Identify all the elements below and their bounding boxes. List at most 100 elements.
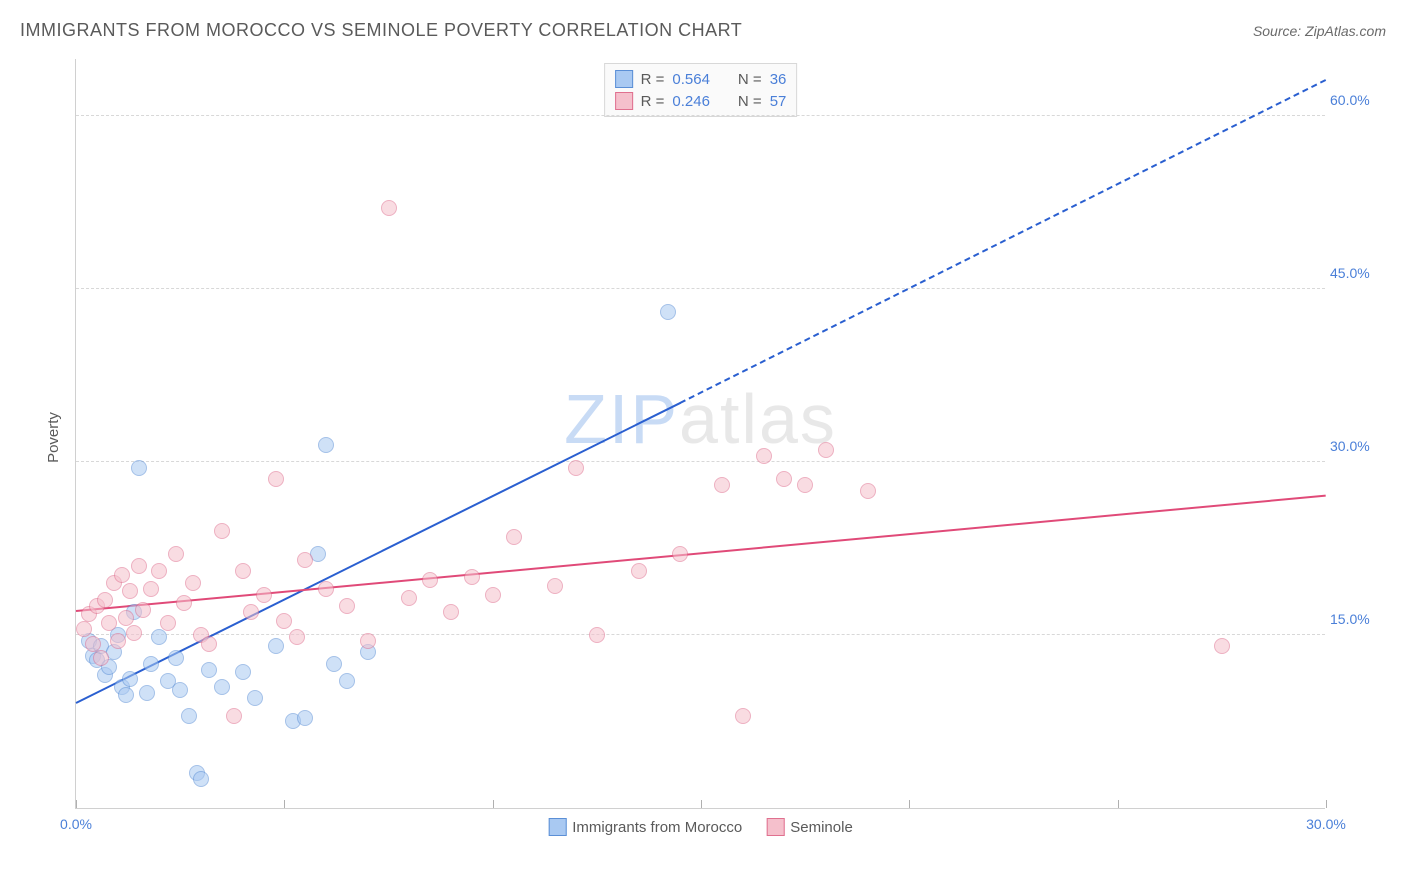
legend-item-morocco: Immigrants from Morocco (548, 818, 742, 836)
legend-row-seminole: R = 0.246 N = 57 (615, 90, 787, 112)
scatter-point (422, 572, 438, 588)
scatter-point (172, 682, 188, 698)
scatter-point (672, 546, 688, 562)
x-tick (493, 800, 494, 808)
scatter-point (318, 437, 334, 453)
scatter-point (168, 650, 184, 666)
swatch-morocco (615, 70, 633, 88)
scatter-point (276, 613, 292, 629)
x-tick (1118, 800, 1119, 808)
r-value: 0.564 (672, 71, 710, 88)
chart-title: IMMIGRANTS FROM MOROCCO VS SEMINOLE POVE… (20, 20, 742, 41)
scatter-point (326, 656, 342, 672)
scatter-point (568, 460, 584, 476)
scatter-point (131, 460, 147, 476)
scatter-point (143, 581, 159, 597)
scatter-point (126, 625, 142, 641)
scatter-point (101, 615, 117, 631)
r-label: R = (641, 93, 665, 110)
x-tick (909, 800, 910, 808)
scatter-point (268, 471, 284, 487)
trend-line (76, 402, 681, 704)
scatter-point (214, 523, 230, 539)
chart-container: Poverty ZIPatlas R = 0.564 N = 36 R = 0.… (20, 49, 1380, 849)
scatter-point (122, 583, 138, 599)
scatter-point (201, 636, 217, 652)
scatter-point (168, 546, 184, 562)
swatch-morocco (548, 818, 566, 836)
y-tick-label: 30.0% (1330, 438, 1380, 454)
n-value: 36 (770, 71, 787, 88)
scatter-point (110, 633, 126, 649)
scatter-point (547, 578, 563, 594)
scatter-point (118, 687, 134, 703)
scatter-point (506, 529, 522, 545)
scatter-point (268, 638, 284, 654)
series-label: Immigrants from Morocco (572, 819, 742, 836)
source-label: Source: ZipAtlas.com (1253, 23, 1386, 39)
scatter-point (818, 442, 834, 458)
scatter-point (776, 471, 792, 487)
legend-item-seminole: Seminole (766, 818, 853, 836)
scatter-point (401, 590, 417, 606)
scatter-point (714, 477, 730, 493)
scatter-point (114, 567, 130, 583)
legend-row-morocco: R = 0.564 N = 36 (615, 68, 787, 90)
scatter-point (339, 598, 355, 614)
scatter-point (76, 621, 92, 637)
grid-line-h (76, 634, 1325, 635)
legend-stats: R = 0.564 N = 36 R = 0.246 N = 57 (604, 63, 798, 117)
scatter-point (160, 615, 176, 631)
x-tick (1326, 800, 1327, 808)
scatter-point (464, 569, 480, 585)
scatter-point (339, 673, 355, 689)
scatter-point (860, 483, 876, 499)
scatter-point (143, 656, 159, 672)
scatter-point (797, 477, 813, 493)
scatter-point (176, 595, 192, 611)
x-tick-label: 30.0% (1306, 816, 1346, 832)
scatter-point (318, 581, 334, 597)
y-tick-label: 15.0% (1330, 611, 1380, 627)
scatter-point (122, 671, 138, 687)
r-value: 0.246 (672, 93, 710, 110)
swatch-seminole (615, 92, 633, 110)
scatter-point (185, 575, 201, 591)
scatter-point (201, 662, 217, 678)
scatter-point (660, 304, 676, 320)
scatter-point (193, 771, 209, 787)
scatter-point (297, 710, 313, 726)
scatter-point (131, 558, 147, 574)
scatter-point (735, 708, 751, 724)
scatter-point (360, 633, 376, 649)
scatter-point (214, 679, 230, 695)
scatter-point (93, 650, 109, 666)
scatter-point (485, 587, 501, 603)
scatter-point (151, 629, 167, 645)
n-label: N = (738, 71, 762, 88)
swatch-seminole (766, 818, 784, 836)
plot-area: ZIPatlas R = 0.564 N = 36 R = 0.246 N = … (75, 59, 1325, 809)
y-tick-label: 60.0% (1330, 92, 1380, 108)
scatter-point (151, 563, 167, 579)
legend-series: Immigrants from Morocco Seminole (548, 818, 853, 836)
grid-line-h (76, 461, 1325, 462)
scatter-point (589, 627, 605, 643)
scatter-point (243, 604, 259, 620)
scatter-point (631, 563, 647, 579)
scatter-point (139, 685, 155, 701)
y-tick-label: 45.0% (1330, 265, 1380, 281)
scatter-point (756, 448, 772, 464)
n-label: N = (738, 93, 762, 110)
scatter-point (443, 604, 459, 620)
series-label: Seminole (790, 819, 853, 836)
x-tick (701, 800, 702, 808)
x-tick (284, 800, 285, 808)
n-value: 57 (770, 93, 787, 110)
x-tick-label: 0.0% (60, 816, 92, 832)
scatter-point (226, 708, 242, 724)
grid-line-h (76, 288, 1325, 289)
scatter-point (118, 610, 134, 626)
scatter-point (381, 200, 397, 216)
scatter-point (256, 587, 272, 603)
